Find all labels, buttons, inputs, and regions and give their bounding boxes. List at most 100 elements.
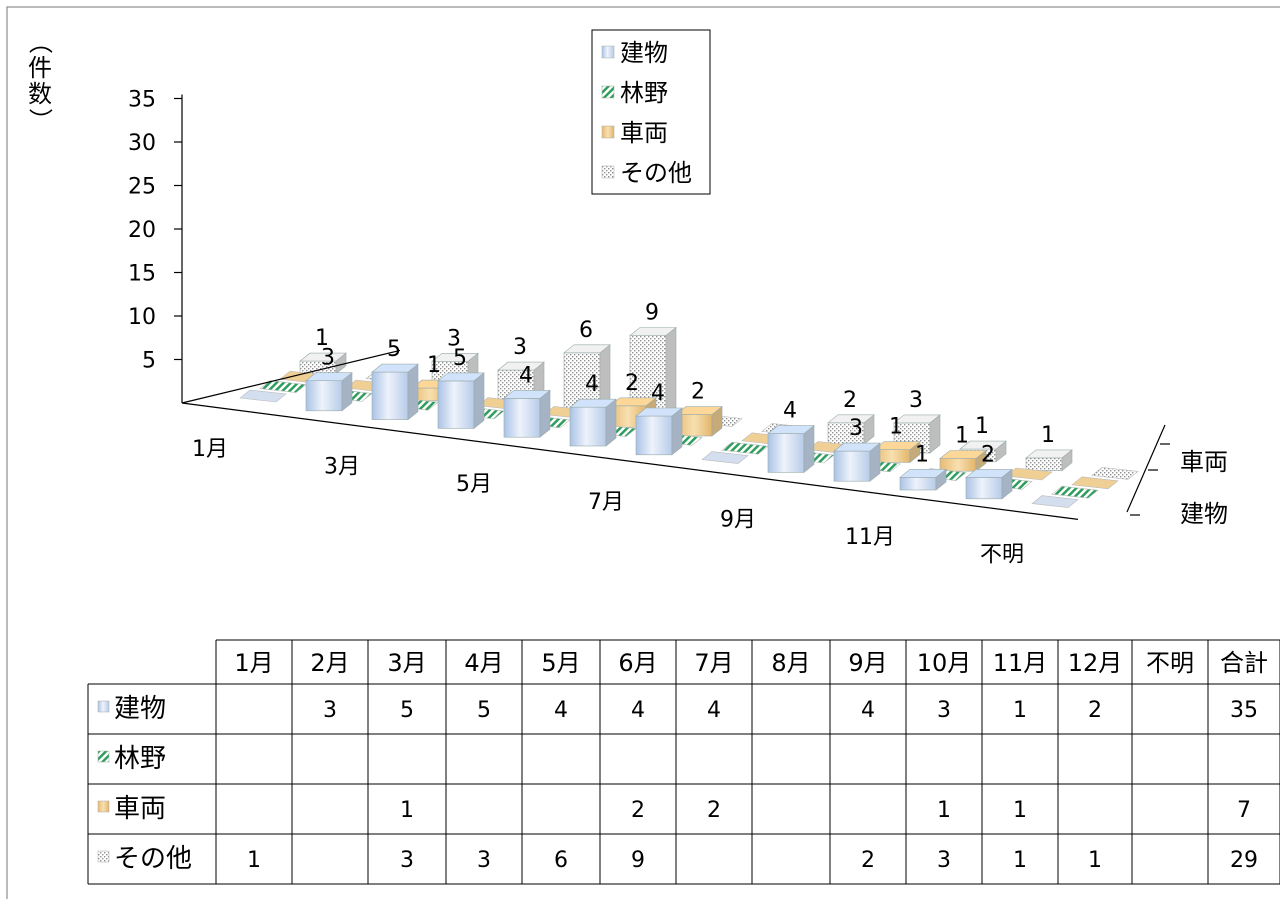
table-header-cell: 10月 [917, 649, 972, 677]
table-cell: 1 [1013, 698, 1027, 723]
table-header-cell: 合計 [1220, 649, 1268, 677]
bar-value-label: 1 [427, 353, 441, 378]
empty-tile [701, 451, 749, 464]
table-cell: 4 [554, 698, 568, 723]
y-tick-label: 30 [128, 131, 156, 156]
table-cell: 1 [247, 848, 261, 873]
legend-swatch-vehicle [601, 125, 615, 139]
legend-swatch-forest [601, 85, 615, 99]
table-cell: 3 [323, 698, 337, 723]
table-legend-swatch-other [97, 850, 110, 863]
bar-value-label: 6 [579, 318, 593, 343]
bar-value-label: 3 [849, 416, 863, 441]
table-cell: 3 [937, 848, 951, 873]
y-tick-label: 10 [128, 305, 156, 330]
bar-top [299, 352, 347, 362]
bar-top [1025, 449, 1073, 459]
bar-other: 1 [299, 326, 347, 375]
bar-value-label: 5 [453, 346, 467, 371]
bar-building: 4 [569, 372, 617, 447]
table-header-cell: 不明 [1146, 649, 1194, 677]
x-tick-label: 9月 [720, 507, 756, 532]
bar-side [665, 326, 677, 419]
bar-value-label: 3 [513, 335, 527, 360]
bar-value-label: 1 [975, 414, 989, 439]
table-row-label: その他 [114, 844, 192, 874]
table-cell: 2 [861, 848, 875, 873]
bar-face [965, 477, 1003, 500]
bar-building [1031, 495, 1079, 508]
bar-top [305, 372, 353, 382]
bar-vehicle [1005, 467, 1053, 481]
bar-face [767, 433, 805, 473]
bar-value-label: 4 [585, 372, 599, 397]
bar-face [1025, 457, 1063, 471]
x-axis-line [181, 402, 1079, 520]
legend-swatch-building [601, 45, 615, 59]
table-cell: 6 [554, 848, 568, 873]
bar-forest [1051, 485, 1099, 499]
bar-top [609, 397, 657, 407]
table-cell: 2 [631, 798, 645, 823]
bar-face [635, 415, 673, 456]
table-cell: 5 [477, 698, 491, 723]
table-legend-swatch-building [97, 700, 110, 713]
table-cell: 9 [631, 848, 645, 873]
empty-tile [1031, 495, 1079, 508]
bar-face [437, 380, 475, 429]
bar-top [635, 407, 683, 417]
empty-tile [721, 441, 769, 455]
bar-side [473, 372, 485, 430]
bar-building: 3 [833, 416, 881, 482]
table-row-label: 建物 [114, 694, 166, 724]
bar-value-label: 2 [691, 380, 705, 405]
x-tick-label: 5月 [456, 472, 492, 497]
bar-value-label: 4 [519, 363, 533, 388]
legend-label-forest: 林野 [620, 79, 668, 107]
bar-value-label: 5 [387, 337, 401, 362]
table-cell: 1 [1013, 798, 1027, 823]
bar-top [569, 398, 617, 408]
table-header-cell: 2月 [310, 649, 349, 677]
table-cell: 4 [707, 698, 721, 723]
empty-tile [1005, 467, 1053, 481]
bar-top [371, 363, 419, 373]
y-tick-label: 15 [128, 262, 156, 287]
bar-value-label: 2 [625, 371, 639, 396]
y-axis-title-char: 件 [28, 54, 52, 82]
bar-top [827, 414, 875, 424]
table-legend-swatch-vehicle [97, 800, 110, 813]
table-header-cell: 8月 [771, 649, 810, 677]
bar-value-label: 1 [1041, 423, 1055, 448]
table-cell: 1 [400, 798, 414, 823]
y-axis-title-char: 数 [28, 80, 52, 108]
bar-vehicle: 1 [873, 415, 921, 464]
empty-tile [1071, 476, 1119, 490]
bar-value-label: 3 [909, 388, 923, 413]
bar-top [431, 352, 479, 362]
table-header-cell: 12月 [1068, 649, 1123, 677]
table-header-cell: 7月 [694, 649, 733, 677]
table-header-cell: 6月 [618, 649, 657, 677]
bar-top [939, 450, 987, 459]
bar-top [833, 442, 881, 452]
depth-tick-label: 建物 [1180, 500, 1228, 528]
bar-top [959, 440, 1007, 450]
table-cell: 4 [631, 698, 645, 723]
bar-building: 2 [965, 442, 1013, 500]
table-header-cell: 11月 [993, 649, 1048, 677]
x-tick-label: 7月 [588, 490, 624, 515]
bar-value-label: 2 [843, 388, 857, 413]
bar-building [239, 389, 287, 403]
bar-top [629, 327, 677, 336]
depth-tick-label: 車両 [1180, 448, 1228, 476]
bar-top [893, 414, 941, 424]
table-row-label: 林野 [114, 744, 166, 774]
bar-vehicle [1071, 476, 1119, 490]
table-cell: 4 [861, 698, 875, 723]
table-cell: 2 [1088, 698, 1102, 723]
bar-top [899, 468, 947, 478]
bar-top [965, 469, 1013, 478]
